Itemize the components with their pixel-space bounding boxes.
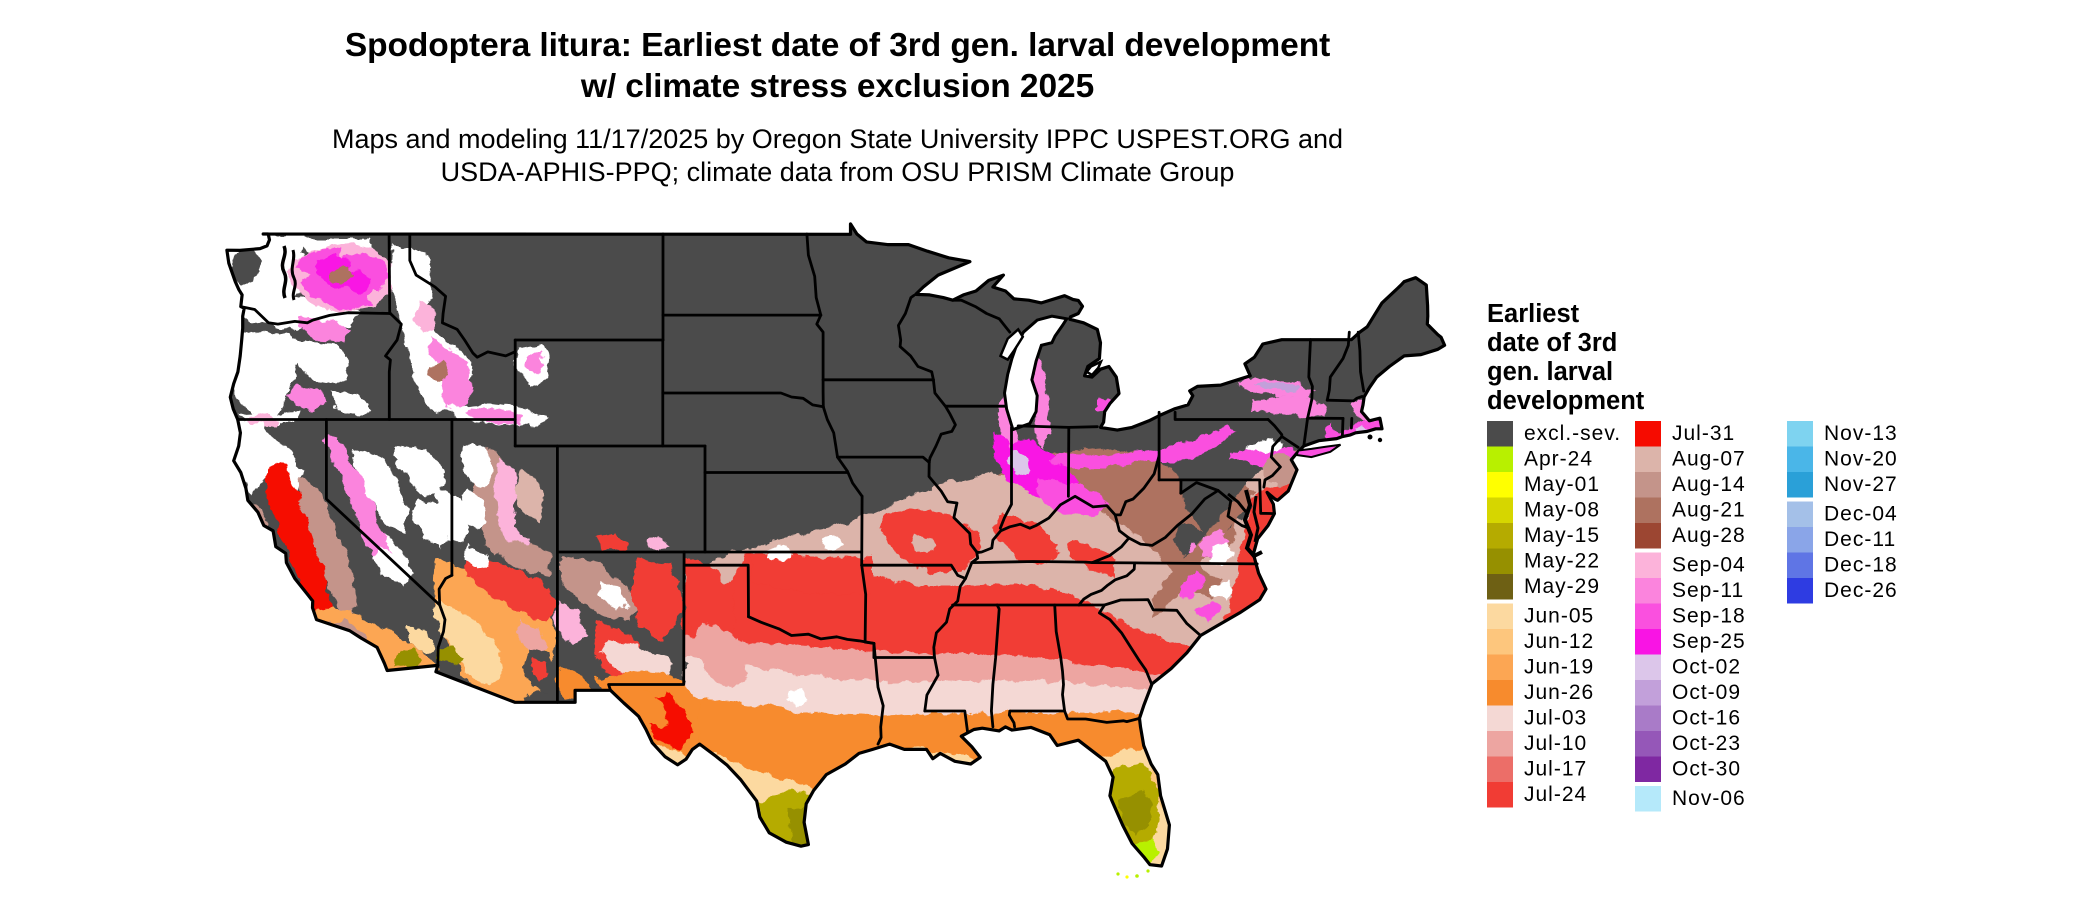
svg-text:May-15: May-15 bbox=[1524, 524, 1600, 547]
svg-text:Oct-23: Oct-23 bbox=[1672, 732, 1741, 755]
svg-text:Dec-04: Dec-04 bbox=[1824, 503, 1898, 526]
svg-text:Jun-12: Jun-12 bbox=[1524, 630, 1594, 653]
svg-text:Nov-20: Nov-20 bbox=[1824, 448, 1898, 471]
svg-text:Aug-07: Aug-07 bbox=[1672, 448, 1746, 471]
svg-text:Oct-16: Oct-16 bbox=[1672, 707, 1741, 730]
svg-text:Nov-13: Nov-13 bbox=[1824, 422, 1898, 445]
svg-text:Aug-28: Aug-28 bbox=[1672, 524, 1746, 547]
svg-text:Aug-21: Aug-21 bbox=[1672, 499, 1746, 522]
svg-text:Jul-03: Jul-03 bbox=[1524, 707, 1587, 730]
svg-text:Jun-26: Jun-26 bbox=[1524, 681, 1594, 704]
svg-text:Sep-04: Sep-04 bbox=[1672, 554, 1746, 577]
svg-text:Oct-30: Oct-30 bbox=[1672, 758, 1741, 781]
svg-text:Oct-02: Oct-02 bbox=[1672, 656, 1741, 679]
svg-text:Sep-18: Sep-18 bbox=[1672, 605, 1746, 628]
svg-text:Oct-09: Oct-09 bbox=[1672, 681, 1741, 704]
svg-text:Jun-05: Jun-05 bbox=[1524, 605, 1594, 628]
svg-text:Apr-24: Apr-24 bbox=[1524, 448, 1593, 471]
svg-text:Dec-18: Dec-18 bbox=[1824, 554, 1898, 577]
svg-text:Jul-10: Jul-10 bbox=[1524, 732, 1587, 755]
svg-text:Aug-14: Aug-14 bbox=[1672, 473, 1746, 496]
svg-text:Jul-31: Jul-31 bbox=[1672, 422, 1735, 445]
svg-text:May-29: May-29 bbox=[1524, 575, 1600, 598]
svg-text:May-01: May-01 bbox=[1524, 473, 1600, 496]
svg-text:Jun-19: Jun-19 bbox=[1524, 656, 1594, 679]
svg-text:Dec-11: Dec-11 bbox=[1824, 528, 1896, 551]
svg-text:Jul-24: Jul-24 bbox=[1524, 783, 1587, 806]
svg-text:Jul-17: Jul-17 bbox=[1524, 758, 1587, 781]
svg-text:Nov-06: Nov-06 bbox=[1672, 787, 1746, 810]
svg-text:May-08: May-08 bbox=[1524, 499, 1600, 522]
svg-text:excl.-sev.: excl.-sev. bbox=[1524, 422, 1621, 445]
svg-text:Dec-26: Dec-26 bbox=[1824, 579, 1898, 602]
svg-text:May-22: May-22 bbox=[1524, 550, 1600, 573]
svg-text:Sep-11: Sep-11 bbox=[1672, 579, 1744, 602]
svg-text:Nov-27: Nov-27 bbox=[1824, 473, 1898, 496]
svg-text:Sep-25: Sep-25 bbox=[1672, 630, 1746, 653]
